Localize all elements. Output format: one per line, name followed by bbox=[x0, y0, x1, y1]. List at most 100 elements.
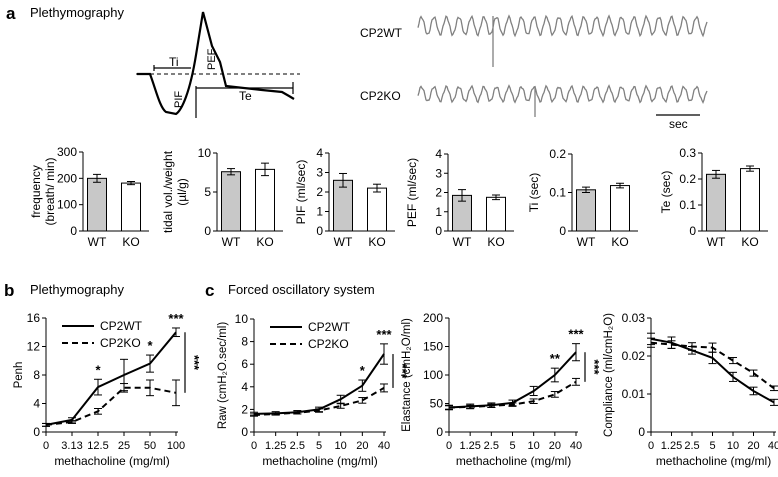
bracket-star: *** bbox=[187, 355, 202, 371]
x-tick-label: 0 bbox=[251, 440, 257, 452]
y-tick-label: 16 bbox=[27, 311, 41, 325]
significance-star: ** bbox=[550, 351, 561, 366]
series-line-cp2wt bbox=[45, 331, 177, 426]
x-tick-label: 25 bbox=[118, 440, 130, 452]
bar-chart-pef: 0 1 2 3 4 WT KO PEF (ml/sec) bbox=[405, 147, 514, 249]
pif-label: PIF bbox=[173, 91, 185, 108]
y-axis-label: PEF (ml/sec) bbox=[405, 158, 419, 227]
y-tick-label: 8 bbox=[33, 368, 40, 382]
bar-ko bbox=[740, 168, 760, 232]
bar-ko bbox=[486, 196, 506, 232]
trace-label-ko: CP2KO bbox=[360, 89, 401, 103]
y-tick-label: 0.02 bbox=[622, 349, 646, 363]
y-tick-label: 200 bbox=[423, 311, 443, 325]
x-axis-label: methacholine (mg/ml) bbox=[456, 454, 571, 468]
x-category-label: WT bbox=[88, 235, 107, 249]
significance-star: *** bbox=[568, 327, 584, 342]
legend-label-cp2ko: CP2KO bbox=[100, 336, 141, 350]
y-tick-label: 2 bbox=[241, 402, 248, 416]
y-tick-label: 2 bbox=[316, 185, 323, 199]
significance-star: *** bbox=[168, 311, 184, 326]
bar-wt bbox=[706, 173, 726, 232]
bar-wt bbox=[87, 177, 107, 232]
y-tick-label: 0 bbox=[638, 425, 645, 439]
y-tick-label: 10 bbox=[235, 312, 249, 326]
line-chart-compliance: 0 0.01 0.02 0.03 0 1.25 2.5 5 10 20 40 methacholine… bbox=[603, 311, 778, 468]
y-tick-label: 0 bbox=[33, 425, 40, 439]
y-tick-label: 0 bbox=[241, 425, 248, 439]
y-axis-label: frequency bbox=[29, 165, 43, 218]
breath-waveform-schematic: Ti Te PIF PEF bbox=[136, 11, 300, 118]
y-axis-label: (breath/ min) bbox=[43, 157, 57, 225]
te-label: Te bbox=[239, 89, 252, 103]
x-tick-label: 20 bbox=[356, 440, 368, 452]
x-tick-label: 40 bbox=[768, 440, 778, 452]
x-tick-label: 100 bbox=[167, 440, 185, 452]
y-tick-label: 100 bbox=[423, 368, 443, 382]
x-category-label: KO bbox=[256, 235, 273, 249]
x-axis-label: methacholine (mg/ml) bbox=[54, 454, 169, 468]
x-tick-label: 5 bbox=[509, 440, 515, 452]
x-category-label: KO bbox=[122, 235, 139, 249]
y-axis-label: Compliance (ml/cmH₂O) bbox=[603, 313, 615, 437]
y-axis-label: Penh bbox=[13, 362, 25, 389]
series-line-cp2ko bbox=[45, 386, 177, 426]
y-axis-label: Raw (cmH₂O.sec/ml) bbox=[217, 322, 229, 429]
y-tick-label: 5 bbox=[204, 185, 211, 199]
x-category-label: WT bbox=[707, 235, 726, 249]
y-tick-label: 1 bbox=[435, 205, 442, 219]
x-category-label: WT bbox=[222, 235, 241, 249]
y-tick-label: 4 bbox=[33, 397, 40, 411]
x-tick-label: 10 bbox=[528, 440, 540, 452]
y-tick-label: 12 bbox=[27, 340, 41, 354]
bar-chart-freq: 0 100 200 300 WT KO frequency (breath/ min) bbox=[29, 145, 149, 249]
significance-star: * bbox=[95, 362, 101, 377]
panel-b-letter: b bbox=[4, 281, 14, 300]
y-axis-label: (µl/g) bbox=[175, 178, 189, 206]
line-chart-penh: 0 4 8 12 16 0 3.13 12.5 25 50 100 methacholine (mg/… bbox=[13, 311, 202, 468]
y-tick-label: 0.1 bbox=[679, 198, 696, 212]
y-tick-label: 3 bbox=[316, 166, 323, 180]
y-tick-label: 0 bbox=[435, 224, 442, 238]
y-tick-label: 150 bbox=[423, 340, 443, 354]
x-tick-label: 1.25 bbox=[265, 440, 286, 452]
y-tick-label: 0.01 bbox=[622, 387, 646, 401]
y-tick-label: 0 bbox=[204, 224, 211, 238]
bar-chart-pif: 0 1 2 3 4 WT KO PIF (ml/sec) bbox=[294, 146, 395, 249]
y-tick-label: 10 bbox=[198, 146, 212, 160]
x-tick-label: 10 bbox=[335, 440, 347, 452]
bar-wt bbox=[221, 171, 241, 232]
significance-star: *** bbox=[376, 327, 392, 342]
panel-a-title: Plethymography bbox=[30, 5, 124, 20]
x-tick-label: 50 bbox=[144, 440, 156, 452]
x-category-label: KO bbox=[611, 235, 628, 249]
y-axis-label: Elastance (cmH₂O/ml) bbox=[401, 318, 413, 432]
x-axis-label: methacholine (mg/ml) bbox=[262, 454, 377, 468]
x-tick-label: 0 bbox=[648, 440, 654, 452]
y-tick-label: 0.1 bbox=[549, 186, 566, 200]
line-chart-elastance: 0 50 100 150 200 0 1.25 2.5 5 10 20 40 methacholine … bbox=[401, 311, 602, 468]
y-tick-label: 200 bbox=[57, 171, 77, 185]
x-tick-label: 12.5 bbox=[87, 440, 108, 452]
trace-label-wt: CP2WT bbox=[360, 26, 403, 40]
x-category-label: WT bbox=[453, 235, 472, 249]
x-tick-label: 5 bbox=[709, 440, 715, 452]
legend-label-cp2ko: CP2KO bbox=[308, 337, 349, 351]
bar-chart-tidal: 0 5 10 WT KO tidal vol./weight (µl/g) bbox=[161, 146, 283, 249]
y-tick-label: 2 bbox=[435, 186, 442, 200]
bracket-star: *** bbox=[395, 363, 410, 379]
y-tick-label: 0 bbox=[559, 224, 566, 238]
x-tick-label: 2.5 bbox=[684, 440, 699, 452]
y-tick-label: 0.2 bbox=[679, 172, 696, 186]
x-tick-label: 0 bbox=[446, 440, 452, 452]
y-tick-label: 0 bbox=[316, 224, 323, 238]
x-category-label: WT bbox=[577, 235, 596, 249]
x-tick-label: 2.5 bbox=[290, 440, 305, 452]
panel-b-title: Plethymography bbox=[30, 282, 124, 297]
x-tick-label: 0 bbox=[43, 440, 49, 452]
x-tick-label: 1.25 bbox=[459, 440, 480, 452]
bar-chart-ti: 0 0.1 0.2 WT KO Ti (sec) bbox=[527, 147, 638, 249]
y-tick-label: 0 bbox=[436, 425, 443, 439]
y-tick-label: 0 bbox=[689, 224, 696, 238]
y-axis-label: Ti (sec) bbox=[527, 173, 541, 213]
